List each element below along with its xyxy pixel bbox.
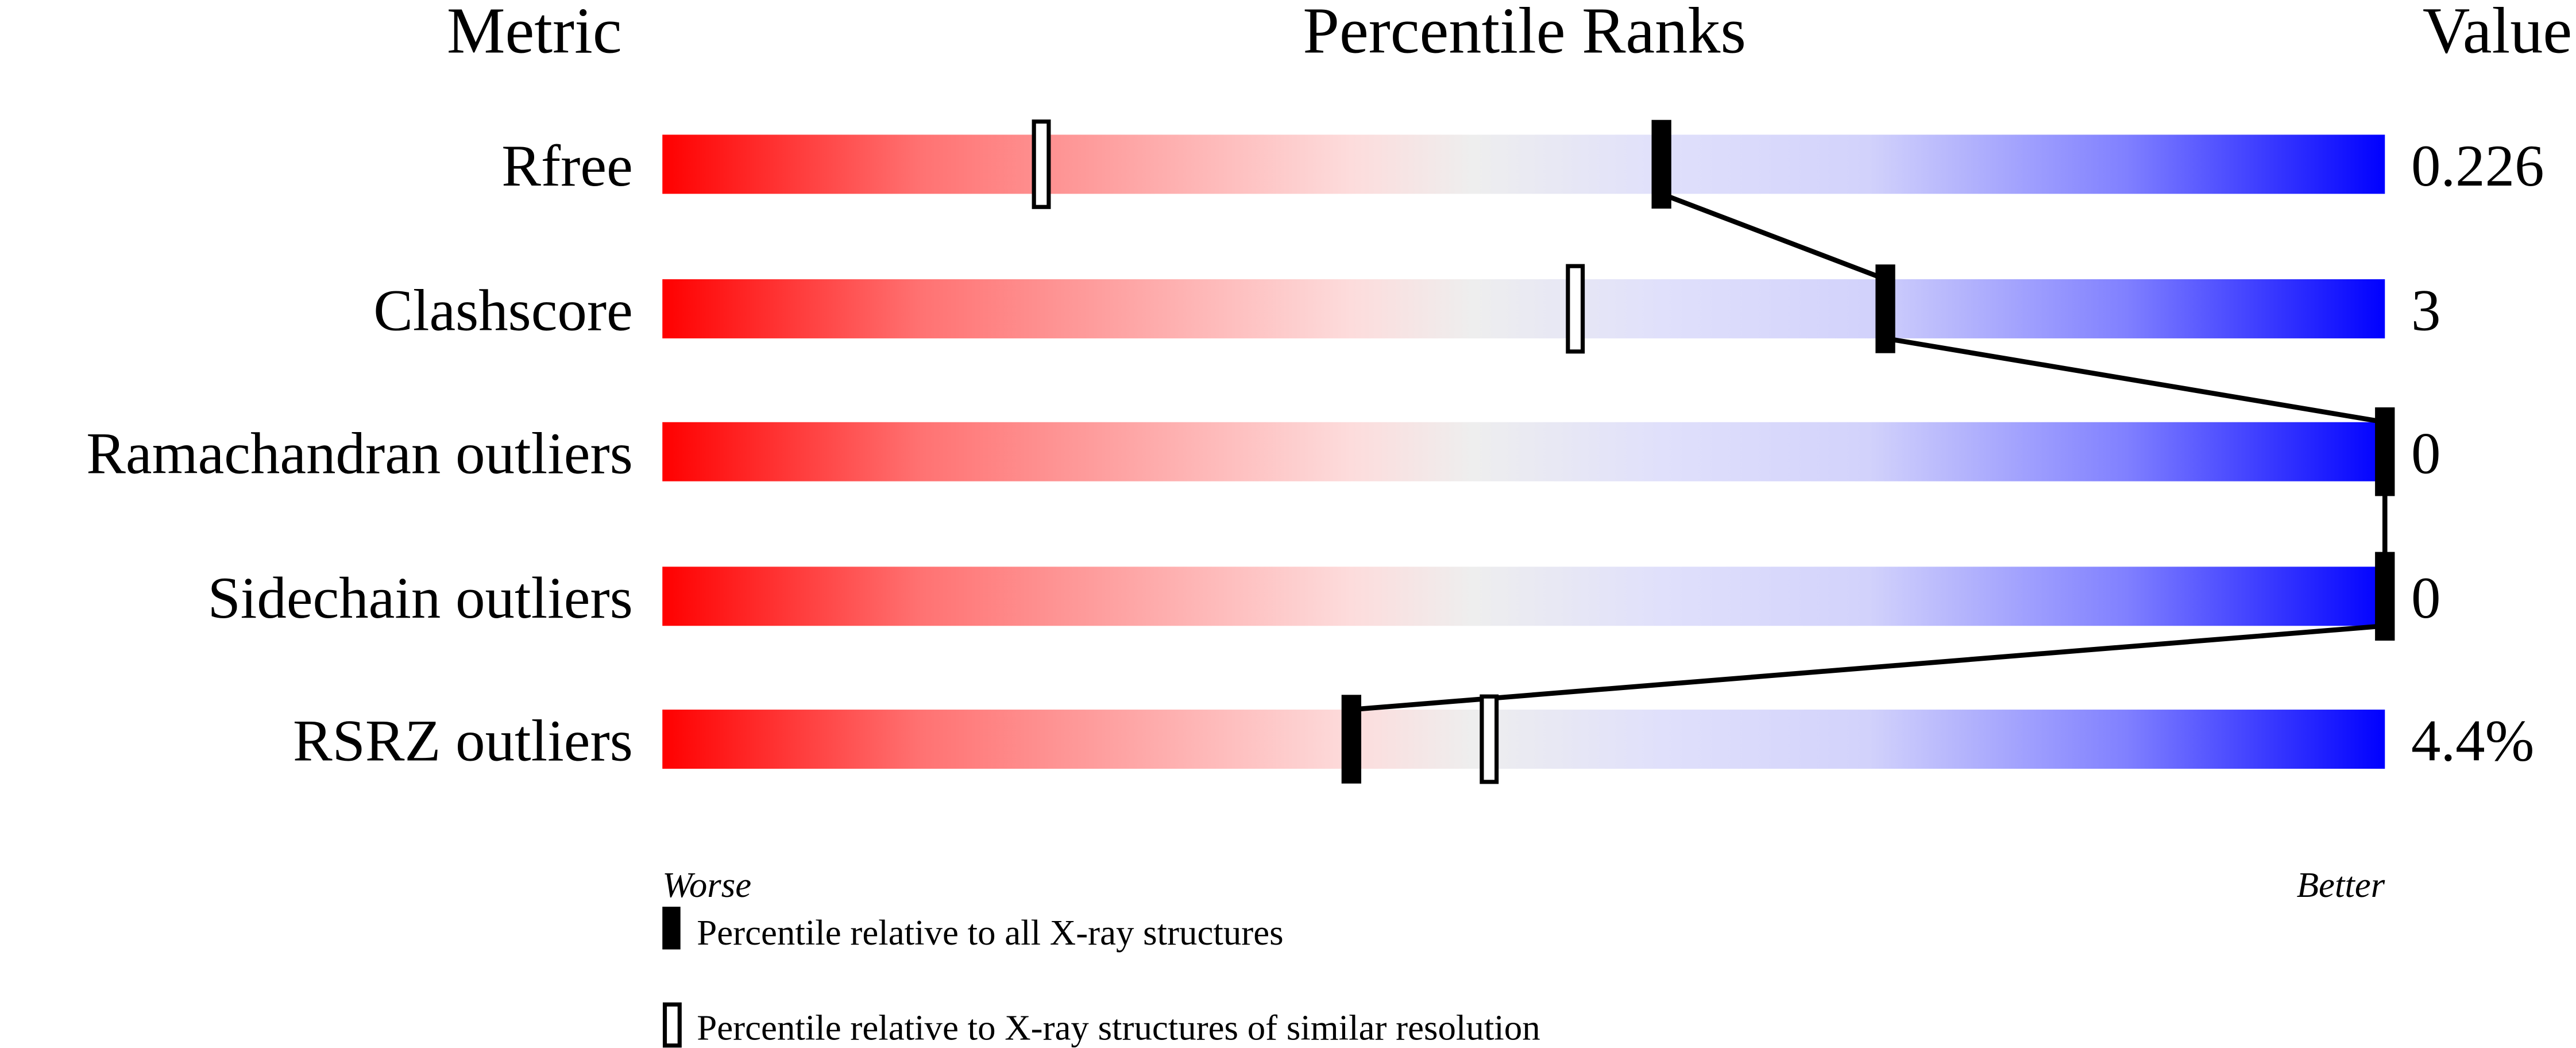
header-value: Value [2423,0,2572,67]
marker-all-structures [1875,264,1895,353]
marker-all-structures [1341,695,1362,784]
marker-similar-resolution [1566,264,1585,354]
percentile-bar [662,567,2385,626]
metric-label: Sidechain outliers [208,565,633,631]
percentile-bar [662,710,2385,769]
marker-all-structures [2375,407,2395,496]
metric-label: Ramachandran outliers [86,421,633,486]
marker-similar-resolution [1480,694,1499,784]
header-metric: Metric [447,0,622,67]
metric-label: Rfree [501,133,633,199]
header-percentile-ranks: Percentile Ranks [1303,0,1746,67]
marker-all-structures [2375,552,2395,641]
percentile-bar [662,422,2385,481]
worse-label: Worse [662,865,751,905]
metric-value: 3 [2411,278,2440,344]
legend-filled-marker [662,907,681,950]
metric-label: RSRZ outliers [293,708,633,774]
connector-line [1351,623,2385,712]
legend-open-marker [662,1002,682,1048]
legend-open-label: Percentile relative to X-ray structures … [697,1008,1540,1048]
percentile-bar [662,134,2385,194]
connector-line [1884,336,2385,425]
metric-value: 0.226 [2411,133,2544,199]
marker-similar-resolution [1032,119,1051,209]
legend-filled-label: Percentile relative to all X-ray structu… [697,912,1283,953]
metric-label: Clashscore [373,278,633,344]
connector-line [1660,191,1887,282]
percentile-bar [662,279,2385,338]
metric-value: 0 [2411,421,2440,486]
marker-all-structures [1651,120,1671,209]
metric-value: 0 [2411,565,2440,631]
metric-value: 4.4% [2411,708,2534,774]
better-label: Better [2297,865,2385,905]
